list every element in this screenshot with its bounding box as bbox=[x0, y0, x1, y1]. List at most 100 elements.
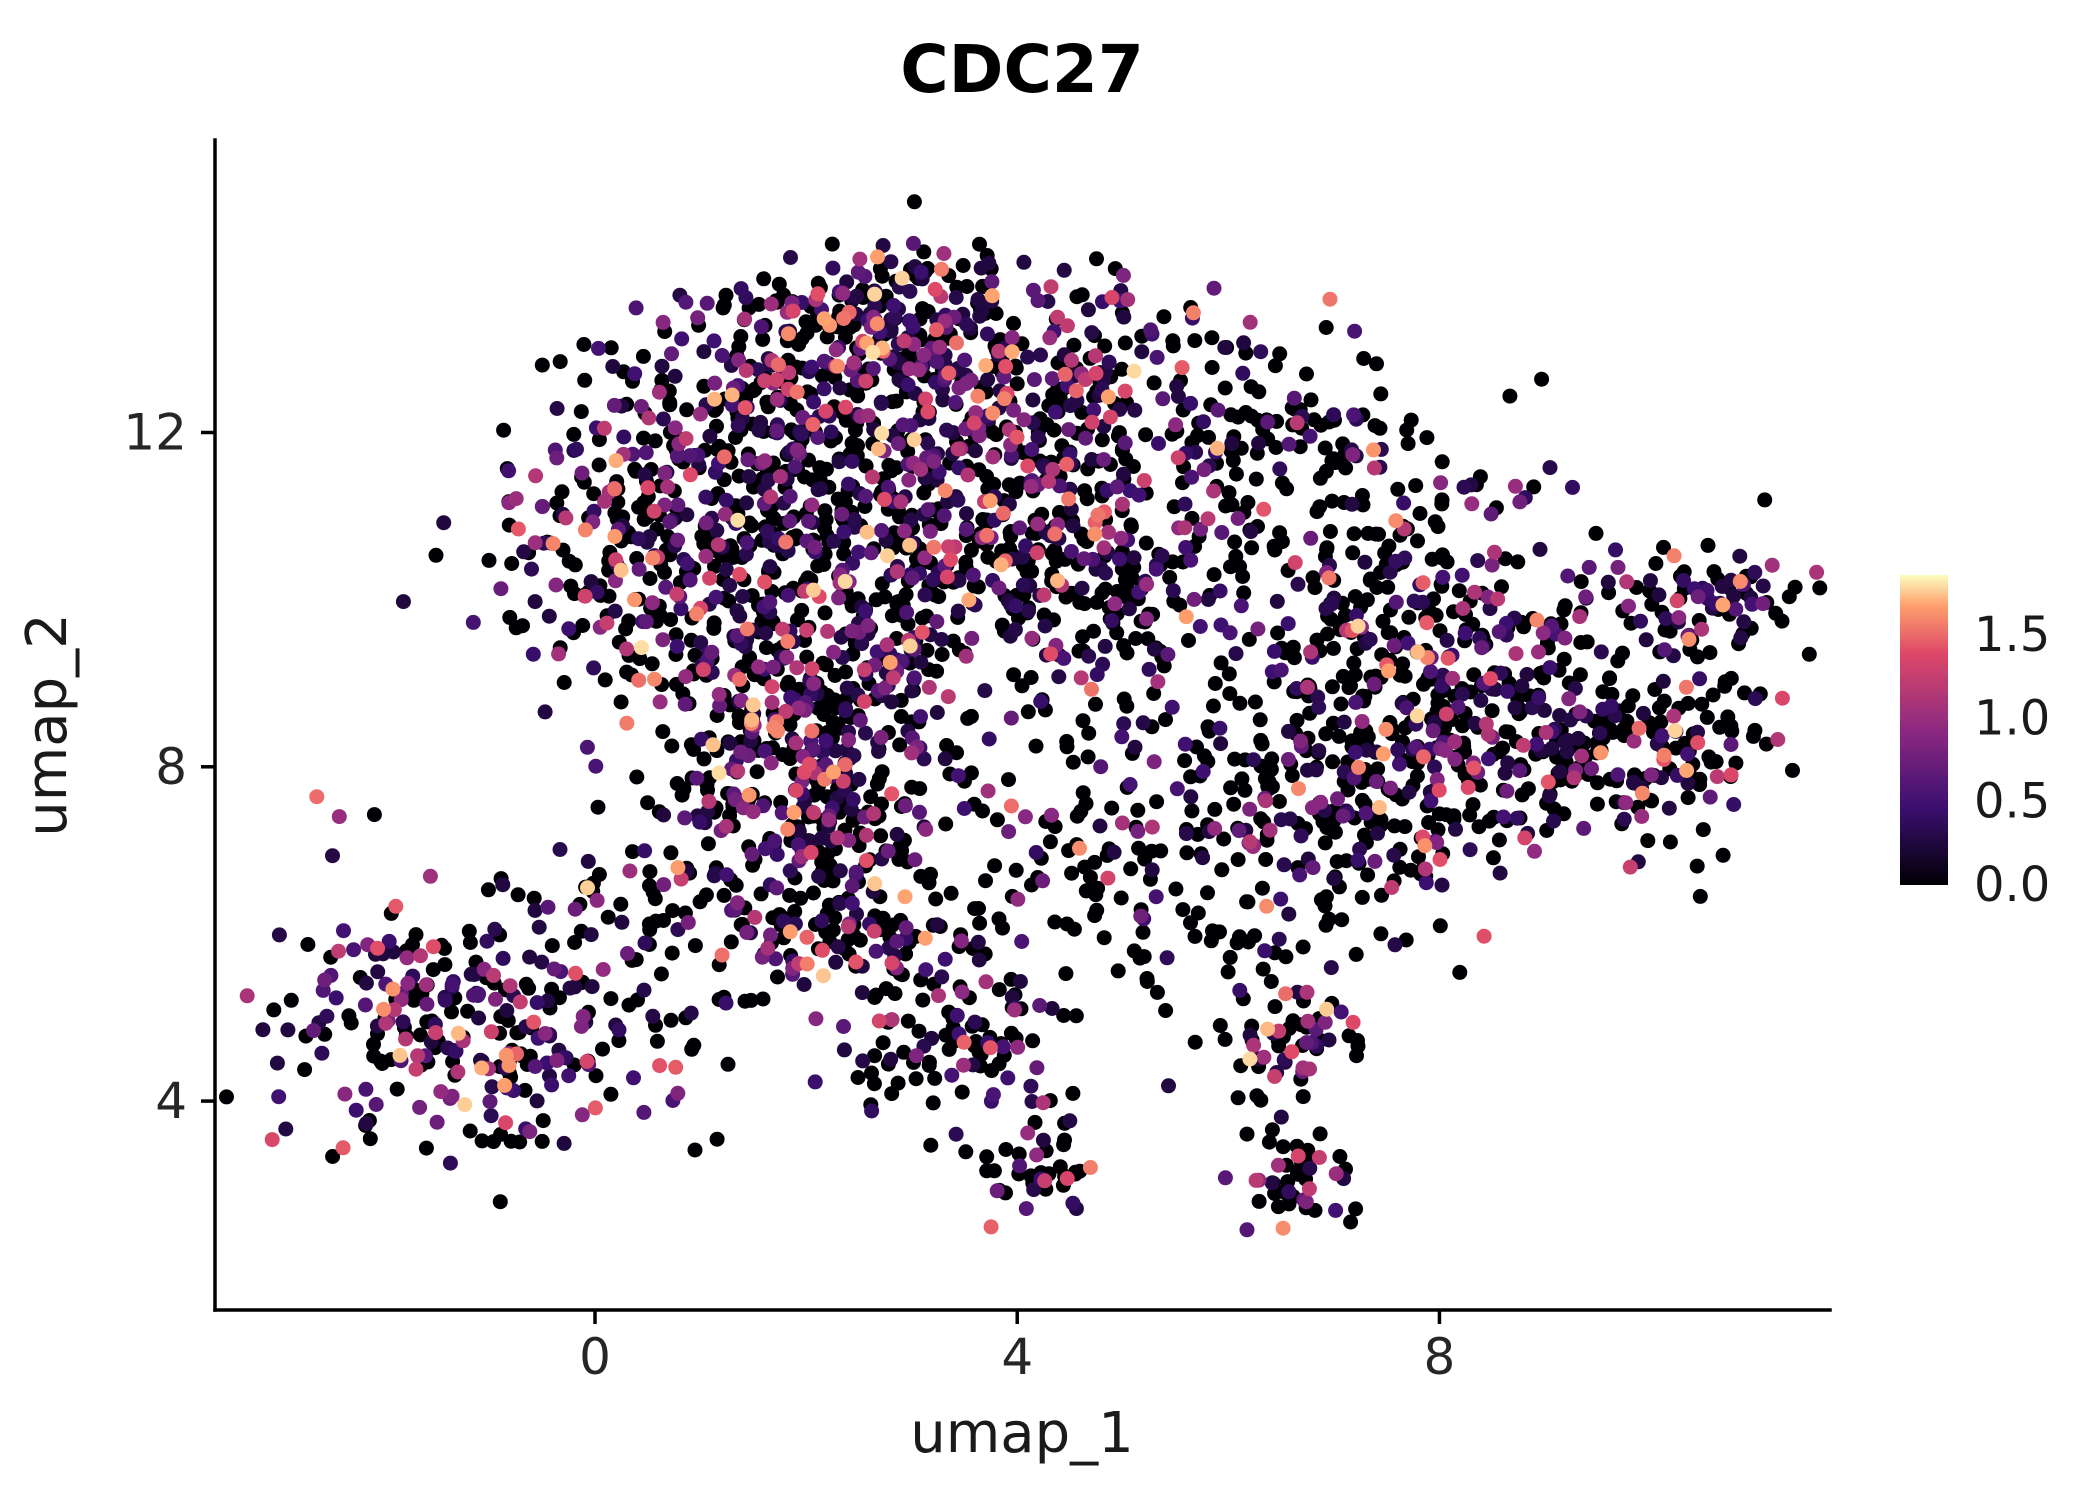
data-point bbox=[1303, 392, 1319, 408]
data-point bbox=[1139, 971, 1155, 986]
data-point bbox=[1075, 785, 1091, 801]
data-point bbox=[807, 1074, 823, 1090]
data-point bbox=[818, 512, 834, 528]
data-point bbox=[669, 586, 685, 602]
data-point bbox=[544, 938, 560, 954]
data-point bbox=[1336, 714, 1352, 730]
data-point bbox=[674, 331, 690, 347]
data-point bbox=[378, 1015, 394, 1031]
data-point bbox=[1072, 594, 1088, 610]
data-point bbox=[1114, 729, 1130, 745]
data-point bbox=[1694, 696, 1710, 712]
data-point bbox=[1619, 574, 1635, 590]
data-point bbox=[1270, 625, 1286, 641]
data-point bbox=[1383, 780, 1398, 796]
data-point bbox=[955, 258, 971, 273]
data-point bbox=[1151, 436, 1166, 451]
data-point bbox=[619, 715, 635, 731]
data-point bbox=[670, 860, 686, 876]
data-point bbox=[943, 885, 959, 901]
data-point bbox=[762, 594, 778, 610]
data-point bbox=[418, 977, 434, 993]
data-point bbox=[549, 450, 565, 466]
data-point bbox=[1146, 641, 1162, 657]
data-point bbox=[787, 459, 803, 475]
data-point bbox=[749, 764, 765, 780]
data-point bbox=[1148, 889, 1164, 905]
data-point bbox=[664, 945, 680, 961]
data-point bbox=[698, 489, 714, 505]
data-point bbox=[985, 449, 1001, 465]
data-point bbox=[757, 453, 773, 469]
data-point bbox=[963, 765, 979, 781]
data-point bbox=[984, 424, 1000, 440]
data-point bbox=[1301, 1181, 1317, 1197]
data-point bbox=[677, 696, 693, 712]
data-point bbox=[1370, 825, 1385, 841]
data-point bbox=[597, 672, 613, 688]
data-point bbox=[1232, 982, 1248, 998]
data-point bbox=[1047, 404, 1063, 420]
data-point bbox=[1128, 631, 1144, 646]
data-point bbox=[852, 251, 868, 267]
data-point bbox=[782, 887, 798, 903]
data-point bbox=[1000, 1070, 1016, 1086]
data-point bbox=[1135, 715, 1151, 731]
data-point bbox=[850, 1070, 866, 1085]
data-point bbox=[1278, 949, 1294, 965]
data-point bbox=[1253, 344, 1269, 360]
data-point bbox=[1042, 834, 1058, 850]
data-point bbox=[816, 353, 832, 369]
data-point bbox=[958, 316, 974, 332]
data-point bbox=[1510, 554, 1526, 570]
data-point bbox=[1027, 1114, 1043, 1130]
data-point bbox=[830, 939, 846, 955]
data-point bbox=[937, 751, 953, 767]
data-point bbox=[1089, 251, 1104, 267]
data-point bbox=[1251, 1193, 1267, 1209]
data-point bbox=[1579, 634, 1595, 650]
data-point bbox=[1542, 660, 1558, 676]
data-point bbox=[1634, 785, 1650, 801]
data-point bbox=[854, 636, 870, 652]
data-point bbox=[1280, 616, 1296, 632]
data-point bbox=[941, 539, 956, 555]
data-point bbox=[958, 1144, 974, 1160]
data-point bbox=[1408, 478, 1424, 494]
data-point bbox=[1542, 460, 1558, 476]
data-point bbox=[306, 1023, 321, 1039]
data-point bbox=[1300, 1013, 1316, 1029]
data-point bbox=[1317, 440, 1333, 456]
data-point bbox=[826, 644, 842, 660]
data-point bbox=[780, 633, 796, 649]
data-point bbox=[1326, 871, 1342, 887]
data-point bbox=[1018, 1201, 1034, 1217]
data-point bbox=[1242, 801, 1258, 817]
data-point bbox=[956, 1034, 972, 1050]
data-point bbox=[1399, 422, 1415, 438]
data-point bbox=[689, 606, 705, 622]
data-point bbox=[782, 863, 798, 879]
data-point bbox=[1106, 844, 1122, 860]
data-point bbox=[914, 624, 930, 640]
data-point bbox=[750, 362, 766, 378]
data-point bbox=[1476, 928, 1492, 944]
data-point bbox=[603, 340, 619, 356]
data-point bbox=[897, 798, 913, 814]
data-point bbox=[1275, 1139, 1291, 1155]
data-point bbox=[927, 281, 943, 297]
data-point bbox=[692, 814, 708, 830]
data-point bbox=[913, 264, 929, 280]
data-point bbox=[958, 648, 974, 664]
data-point bbox=[1434, 678, 1450, 694]
data-point bbox=[1080, 302, 1096, 318]
data-point bbox=[1047, 914, 1063, 930]
data-point bbox=[769, 372, 784, 388]
data-point bbox=[444, 977, 460, 993]
data-point bbox=[667, 420, 683, 436]
data-point bbox=[1252, 712, 1268, 728]
data-point bbox=[1226, 796, 1242, 812]
data-point bbox=[1451, 583, 1467, 599]
data-point bbox=[503, 1133, 519, 1149]
data-point bbox=[1678, 679, 1694, 695]
